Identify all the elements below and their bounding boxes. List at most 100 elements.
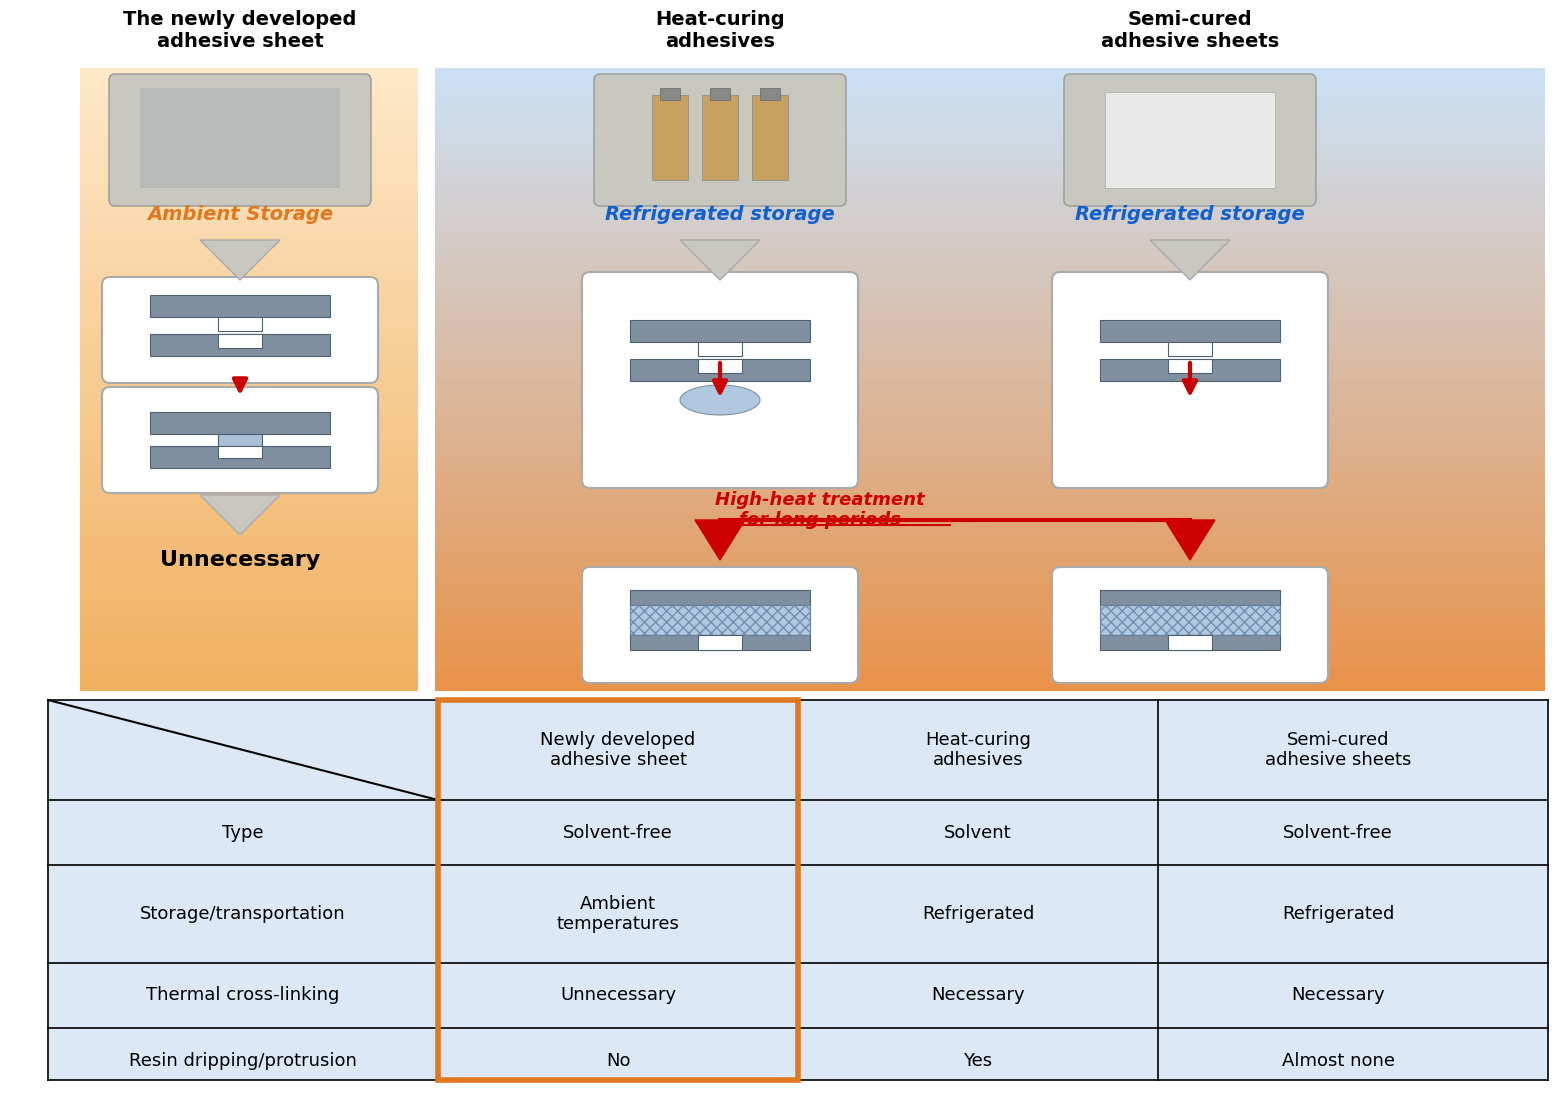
Bar [702,95,738,180]
Bar [80,140,417,152]
Bar [80,327,417,338]
Bar [435,669,1544,681]
Bar [435,317,1544,328]
Bar [80,224,417,235]
Bar [80,483,417,494]
FancyBboxPatch shape [1064,75,1316,206]
Bar [80,379,417,390]
Bar [80,182,417,193]
Bar [80,648,417,659]
Text: Unnecessary: Unnecessary [159,550,320,570]
Bar [1100,320,1280,342]
Bar [1100,590,1280,605]
Bar [80,410,417,421]
Bar [80,109,417,121]
Bar [435,576,1544,587]
Bar [217,317,263,331]
Bar [435,130,1544,141]
Bar [80,461,417,474]
Text: High-heat treatment
for long periods: High-heat treatment for long periods [716,490,925,529]
Polygon shape [1150,240,1230,280]
Bar [435,389,1544,400]
Bar [435,473,1544,484]
Bar [80,255,417,266]
Bar [435,182,1544,193]
FancyBboxPatch shape [1052,272,1329,488]
Text: Newly developed
adhesive sheet: Newly developed adhesive sheet [541,731,696,770]
Bar [150,413,330,434]
Bar [80,99,417,110]
FancyBboxPatch shape [581,272,858,488]
Text: Heat-curing
adhesives: Heat-curing adhesives [925,731,1032,770]
Text: Heat-curing
adhesives: Heat-curing adhesives [655,10,785,51]
Bar [760,88,780,100]
Bar [80,566,417,577]
Bar [435,151,1544,162]
Bar [630,635,810,651]
Bar [80,669,417,681]
Bar [150,334,330,356]
Text: Refrigerated: Refrigerated [922,905,1035,923]
Polygon shape [696,520,746,560]
Bar [80,161,417,172]
Text: No: No [606,1052,630,1070]
Bar [80,493,417,505]
FancyBboxPatch shape [102,277,378,383]
Bar [80,617,417,628]
Bar [80,286,417,297]
Bar [435,504,1544,515]
Text: The newly developed
adhesive sheet: The newly developed adhesive sheet [123,10,356,51]
Bar [710,88,730,100]
Text: Solvent: Solvent [944,824,1011,842]
Bar [435,358,1544,369]
Bar [699,359,742,373]
Text: Ambient
temperatures: Ambient temperatures [556,894,680,933]
Bar [435,441,1544,453]
Bar [435,348,1544,359]
Text: Solvent-free: Solvent-free [563,824,674,842]
FancyBboxPatch shape [594,75,846,206]
Bar [435,276,1544,287]
Bar [80,389,417,400]
Bar [80,607,417,618]
Bar [80,420,417,431]
Bar [80,120,417,131]
Bar [80,317,417,328]
Bar [435,628,1544,639]
Bar [435,493,1544,505]
Polygon shape [200,240,280,280]
Bar [80,545,417,556]
Bar [80,514,417,525]
Bar [435,109,1544,121]
Bar [80,430,417,443]
Text: Necessary: Necessary [1291,986,1385,1004]
Bar [80,473,417,484]
Bar [435,420,1544,431]
Text: Necessary: Necessary [932,986,1025,1004]
Bar [80,234,417,246]
Text: Solvent-free: Solvent-free [1283,824,1393,842]
Bar [80,265,417,277]
Bar [80,307,417,318]
Bar [435,461,1544,474]
Bar [1100,605,1280,635]
Text: Refrigerated: Refrigerated [1282,905,1394,923]
Bar [80,369,417,380]
Bar [435,214,1544,225]
Bar [435,399,1544,411]
Bar [435,327,1544,338]
Bar [435,202,1544,215]
Bar [435,140,1544,152]
Bar [435,255,1544,266]
FancyBboxPatch shape [581,567,858,683]
Polygon shape [1164,520,1214,560]
Bar [80,171,417,183]
Bar [435,379,1544,390]
Bar [80,679,417,691]
Bar [435,648,1544,659]
Bar [80,151,417,162]
Bar [150,446,330,468]
Bar [435,224,1544,235]
Polygon shape [200,495,280,535]
Text: Resin dripping/protrusion: Resin dripping/protrusion [130,1052,356,1070]
